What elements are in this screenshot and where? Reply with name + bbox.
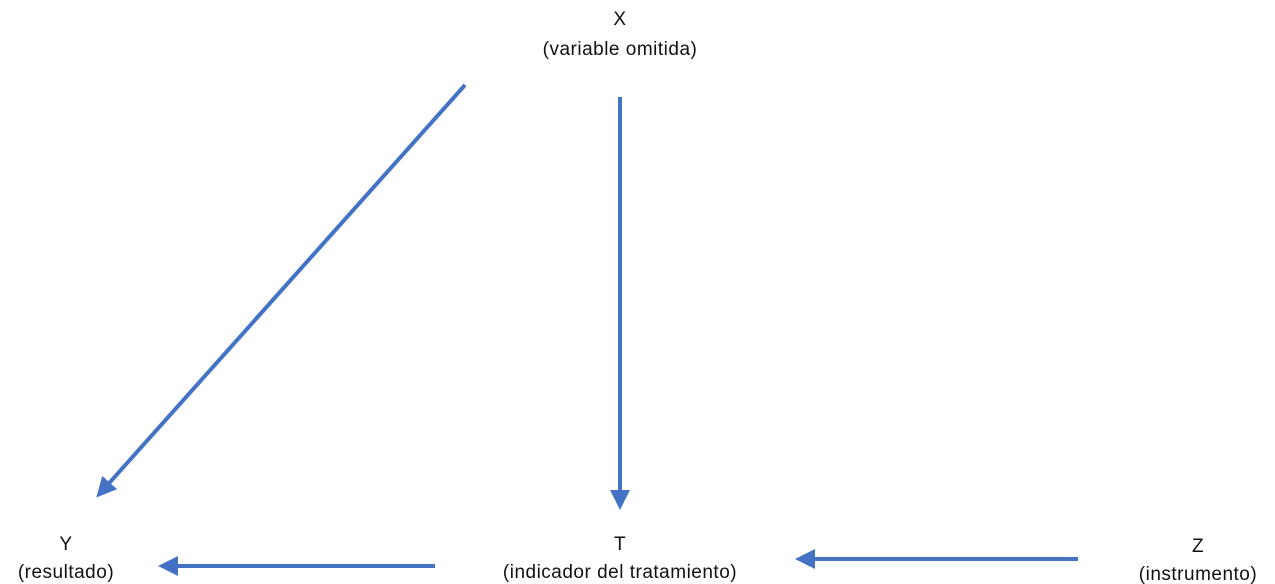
- node-description: (instrumento): [1139, 564, 1257, 584]
- node-description: (variable omitida): [543, 39, 698, 60]
- arrow-x-y: [96, 83, 467, 498]
- node-x: X (variable omitida): [543, 9, 698, 60]
- node-z: Z (instrumento): [1139, 536, 1257, 584]
- node-label: T: [614, 534, 626, 555]
- node-y: Y (resultado): [18, 534, 114, 583]
- node-label: Y: [59, 534, 72, 555]
- node-label: X: [613, 9, 626, 30]
- node-t: T (indicador del tratamiento): [503, 534, 737, 583]
- node-label: Z: [1192, 536, 1204, 557]
- node-description: (indicador del tratamiento): [503, 562, 737, 583]
- node-description: (resultado): [18, 562, 114, 583]
